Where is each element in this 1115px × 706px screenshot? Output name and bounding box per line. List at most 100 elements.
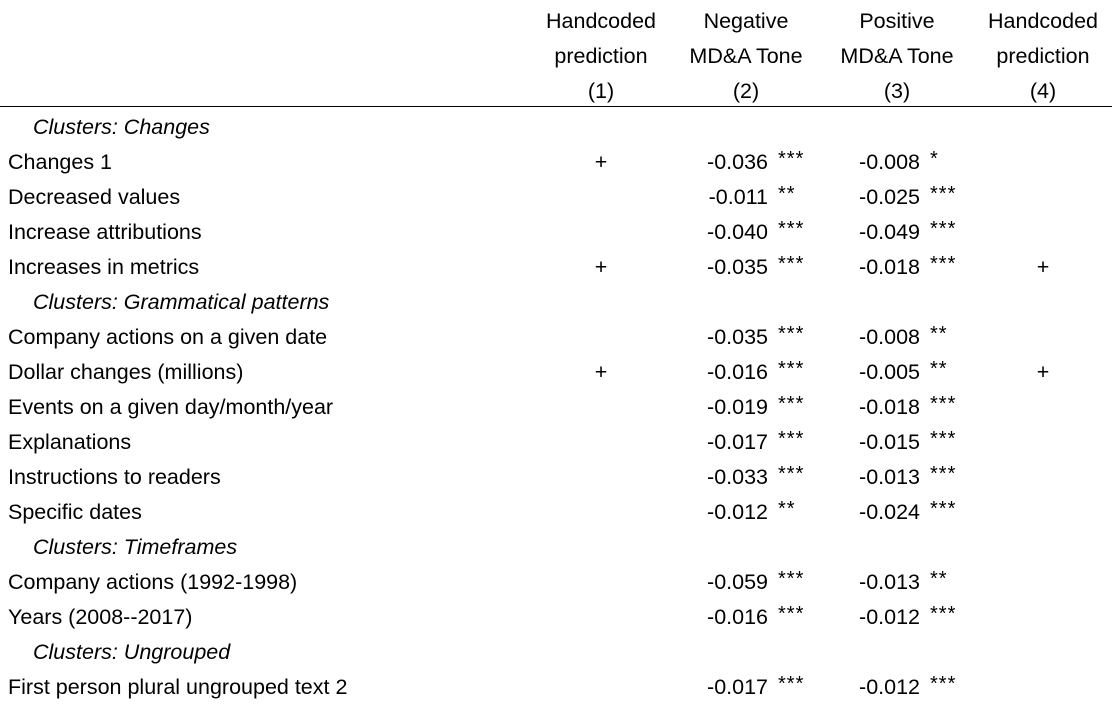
negative-significance-stars: ** [778, 183, 796, 205]
positive-significance-stars: *** [930, 673, 957, 695]
prediction-4-cell: + [1036, 255, 1050, 279]
table-row: Specific dates -0.012 ** -0.024 *** [0, 495, 1115, 530]
positive-significance-stars: *** [930, 428, 957, 450]
positive-coef-cell: -0.008 [859, 150, 920, 174]
group-label: Clusters: Grammatical patterns [33, 290, 330, 314]
positive-coef-cell: -0.018 [859, 255, 920, 279]
negative-coef-cell: -0.016 [707, 605, 768, 629]
negative-coef-cell: -0.040 [707, 220, 768, 244]
group-header-row: Clusters: Timeframes [0, 530, 1115, 565]
header-column-number: (1) [587, 79, 615, 103]
table-row: Company actions on a given date -0.035 ***… [0, 320, 1115, 355]
negative-significance-stars: *** [778, 323, 805, 345]
table-row: First person plural ungrouped text 2 -0.0… [0, 670, 1115, 705]
header-column-number: (2) [732, 79, 760, 103]
negative-significance-stars: *** [778, 253, 805, 275]
positive-significance-stars: *** [930, 603, 957, 625]
negative-coef-cell: -0.011 [708, 185, 768, 209]
positive-significance-stars: *** [930, 253, 957, 275]
negative-significance-stars: *** [778, 218, 805, 240]
negative-coef-cell: -0.017 [707, 675, 768, 699]
positive-significance-stars: *** [930, 218, 957, 240]
group-header-row: Clusters: Grammatical patterns [0, 285, 1115, 320]
positive-coef-cell: -0.018 [859, 395, 920, 419]
prediction-1-cell: + [594, 360, 608, 384]
table-row: Increases in metrics + -0.035 *** -0.018 *** + [0, 250, 1115, 285]
row-label: Years (2008--2017) [8, 605, 193, 629]
positive-significance-stars: *** [930, 463, 957, 485]
positive-significance-stars: ** [930, 323, 948, 345]
column-header-negative-tone: Negative MD&A Tone (2) [672, 4, 820, 109]
negative-significance-stars: *** [778, 603, 805, 625]
negative-coef-cell: -0.012 [707, 500, 768, 524]
table-row: Changes 1 + -0.036 *** -0.008 * [0, 145, 1115, 180]
positive-coef-cell: -0.025 [859, 185, 920, 209]
positive-significance-stars: *** [930, 498, 957, 520]
header-line: Negative [703, 9, 789, 33]
positive-significance-stars: *** [930, 393, 957, 415]
negative-significance-stars: *** [778, 393, 805, 415]
header-line: MD&A Tone [840, 44, 954, 68]
row-label: Instructions to readers [8, 465, 221, 489]
row-label: Increase attributions [8, 220, 202, 244]
positive-significance-stars: ** [930, 358, 948, 380]
header-line: prediction [554, 44, 648, 68]
header-line: Positive [859, 9, 935, 33]
table-row: Instructions to readers -0.033 *** -0.013 **… [0, 460, 1115, 495]
header-line: MD&A Tone [689, 44, 803, 68]
column-header-handcoded-prediction-4: Handcoded prediction (4) [970, 4, 1115, 109]
table-row: Explanations -0.017 *** -0.015 *** [0, 425, 1115, 460]
row-label: Decreased values [8, 185, 181, 209]
negative-coef-cell: -0.033 [707, 465, 768, 489]
header-line: Handcoded [546, 9, 656, 33]
positive-significance-stars: * [930, 148, 939, 170]
row-label: Company actions on a given date [8, 325, 328, 349]
negative-significance-stars: *** [778, 148, 805, 170]
group-header-row: Clusters: Changes [0, 110, 1115, 145]
negative-significance-stars: *** [778, 463, 805, 485]
negative-significance-stars: *** [778, 358, 805, 380]
positive-coef-cell: -0.005 [859, 360, 920, 384]
prediction-1-cell: + [594, 255, 608, 279]
negative-significance-stars: *** [778, 428, 805, 450]
table-row: Events on a given day/month/year -0.019 **… [0, 390, 1115, 425]
group-label: Clusters: Changes [33, 115, 210, 139]
column-header-positive-tone: Positive MD&A Tone (3) [823, 4, 971, 109]
table-row: Decreased values -0.011 ** -0.025 *** [0, 180, 1115, 215]
group-label: Clusters: Timeframes [33, 535, 238, 559]
positive-coef-cell: -0.012 [859, 675, 920, 699]
negative-significance-stars: *** [778, 673, 805, 695]
positive-significance-stars: ** [930, 568, 948, 590]
positive-coef-cell: -0.013 [859, 570, 920, 594]
negative-coef-cell: -0.016 [707, 360, 768, 384]
group-label: Clusters: Ungrouped [33, 640, 231, 664]
positive-coef-cell: -0.013 [859, 465, 920, 489]
table-row: Years (2008--2017) -0.016 *** -0.012 *** [0, 600, 1115, 635]
prediction-1-cell: + [594, 150, 608, 174]
group-header-row: Clusters: Ungrouped [0, 635, 1115, 670]
negative-coef-cell: -0.059 [707, 570, 768, 594]
column-header-handcoded-prediction-1: Handcoded prediction (1) [528, 4, 674, 109]
row-label: Company actions (1992-1998) [8, 570, 298, 594]
negative-significance-stars: *** [778, 568, 805, 590]
negative-coef-cell: -0.036 [707, 150, 768, 174]
negative-coef-cell: -0.035 [707, 255, 768, 279]
positive-coef-cell: -0.012 [859, 605, 920, 629]
header-rule [0, 106, 1112, 107]
positive-coef-cell: -0.024 [859, 500, 920, 524]
row-label: Events on a given day/month/year [8, 395, 334, 419]
negative-coef-cell: -0.019 [707, 395, 768, 419]
header-column-number: (4) [1029, 79, 1057, 103]
header-column-number: (3) [883, 79, 911, 103]
header-line: Handcoded [988, 9, 1098, 33]
positive-coef-cell: -0.008 [859, 325, 920, 349]
prediction-4-cell: + [1036, 360, 1050, 384]
row-label: Specific dates [8, 500, 142, 524]
table-row: Increase attributions -0.040 *** -0.049 *** [0, 215, 1115, 250]
positive-significance-stars: *** [930, 183, 957, 205]
positive-coef-cell: -0.015 [859, 430, 920, 454]
table-row: Company actions (1992-1998) -0.059 *** -0.0… [0, 565, 1115, 600]
row-label: Explanations [8, 430, 132, 454]
row-label: Changes 1 [8, 150, 112, 174]
